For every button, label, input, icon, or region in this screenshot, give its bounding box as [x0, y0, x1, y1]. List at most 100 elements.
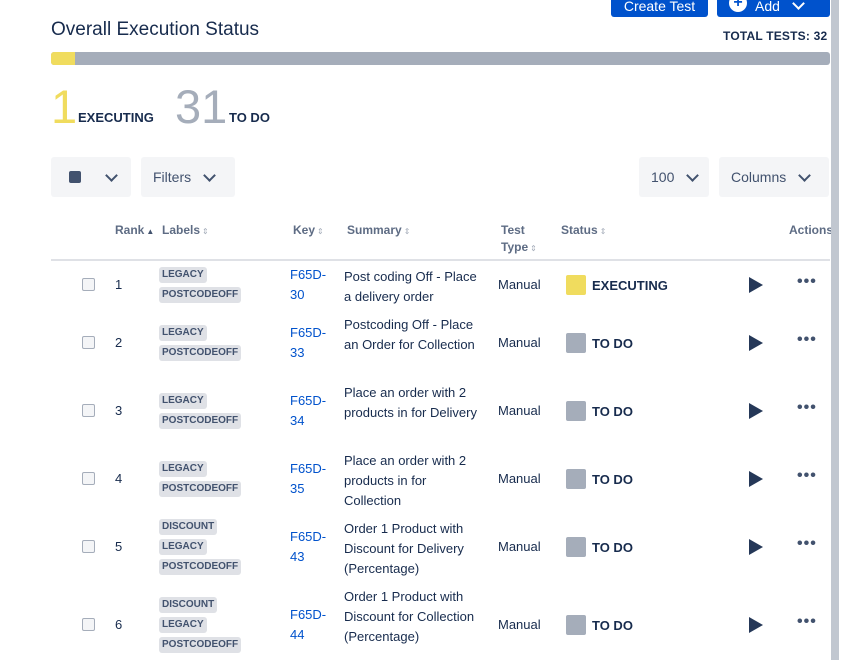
more-actions-icon[interactable]: •••: [797, 613, 817, 630]
rank-cell: 2: [115, 335, 123, 350]
column-header-labels[interactable]: Labels ⇕: [162, 222, 209, 240]
execute-play-icon[interactable]: [749, 617, 763, 633]
label-lozenge[interactable]: LEGACY: [159, 539, 207, 555]
status-label: TO DO: [592, 335, 633, 351]
executing-label: EXECUTING: [78, 110, 154, 125]
more-actions-icon[interactable]: •••: [797, 399, 817, 416]
execute-play-icon[interactable]: [749, 403, 763, 419]
label-lozenge[interactable]: POSTCODEOFF: [159, 559, 242, 575]
more-actions-icon[interactable]: •••: [797, 467, 817, 484]
status-label: TO DO: [592, 539, 633, 555]
filters-label: Filters: [153, 169, 192, 185]
create-test-button[interactable]: Create Test: [611, 0, 708, 17]
status-badge: TO DO: [566, 615, 633, 635]
summary-cell: Place an order with 2 products in for Co…: [344, 453, 467, 508]
test-type-cell: Manual: [498, 617, 541, 632]
todo-count: 31: [175, 80, 228, 133]
issue-key-link[interactable]: F65D- 33: [290, 323, 330, 363]
label-lozenge[interactable]: DISCOUNT: [159, 519, 218, 535]
status-swatch: [566, 401, 586, 421]
plus-icon: +: [729, 0, 747, 12]
issue-key-link[interactable]: F65D- 43: [290, 527, 330, 567]
status-label: TO DO: [592, 471, 633, 487]
sort-ascending-icon: ▲: [146, 227, 155, 236]
label-lozenge[interactable]: POSTCODEOFF: [159, 413, 242, 429]
actions-header-label: Actions: [789, 223, 834, 237]
status-badge: TO DO: [566, 333, 633, 353]
rank-header-label: Rank: [115, 223, 145, 237]
label-lozenge[interactable]: POSTCODEOFF: [159, 287, 242, 303]
summary-header-label: Summary: [347, 223, 402, 237]
issue-key-prefix: F65D-: [290, 267, 327, 282]
issue-key-link[interactable]: F65D- 34: [290, 391, 330, 431]
labels-cell: DISCOUNT LEGACY POSTCODEOFF: [159, 597, 242, 653]
column-header-key[interactable]: Key ⇕: [293, 222, 324, 240]
execute-play-icon[interactable]: [749, 539, 763, 555]
issue-key-link[interactable]: F65D- 44: [290, 605, 330, 645]
labels-cell: DISCOUNT LEGACY POSTCODEOFF: [159, 519, 242, 575]
column-header-rank[interactable]: Rank ▲: [115, 222, 154, 240]
chevron-down-icon: [798, 168, 812, 182]
test-type-header-label-2: Type: [501, 240, 529, 254]
label-lozenge[interactable]: LEGACY: [159, 325, 207, 341]
execute-play-icon[interactable]: [749, 277, 763, 293]
label-lozenge[interactable]: POSTCODEOFF: [159, 345, 242, 361]
status-swatch: [566, 615, 586, 635]
more-actions-icon[interactable]: •••: [797, 331, 817, 348]
column-header-summary[interactable]: Summary ⇕: [347, 222, 410, 240]
summary-cell: Order 1 Product with Discount for Collec…: [344, 589, 475, 644]
bulk-select-dropdown[interactable]: [51, 157, 131, 197]
label-lozenge[interactable]: LEGACY: [159, 267, 207, 283]
issue-key-number: 30: [290, 287, 305, 302]
more-actions-icon[interactable]: •••: [797, 273, 817, 290]
label-lozenge[interactable]: POSTCODEOFF: [159, 637, 242, 653]
row-checkbox[interactable]: [82, 336, 95, 349]
vertical-scrollbar[interactable]: [831, 0, 839, 660]
issue-key-link[interactable]: F65D- 35: [290, 459, 330, 499]
execution-progress-bar: [51, 52, 830, 65]
column-header-status[interactable]: Status ⇕: [561, 222, 606, 240]
issue-key-link[interactable]: F65D- 30: [290, 265, 330, 305]
key-header-label: Key: [293, 223, 316, 237]
row-checkbox[interactable]: [82, 404, 95, 417]
issue-key-prefix: F65D-: [290, 461, 327, 476]
label-lozenge[interactable]: POSTCODEOFF: [159, 481, 242, 497]
add-button[interactable]: + Add: [717, 0, 830, 17]
test-type-cell: Manual: [498, 335, 541, 350]
more-actions-icon[interactable]: •••: [797, 535, 817, 552]
label-lozenge[interactable]: LEGACY: [159, 393, 207, 409]
status-badge: EXECUTING: [566, 275, 668, 295]
status-label: TO DO: [592, 617, 633, 633]
label-lozenge[interactable]: LEGACY: [159, 617, 207, 633]
page-size-select[interactable]: 100: [639, 157, 709, 197]
execute-play-icon[interactable]: [749, 335, 763, 351]
status-badge: TO DO: [566, 537, 633, 557]
header-divider: [51, 259, 830, 261]
page-title: Overall Execution Status: [51, 19, 260, 40]
test-type-cell: Manual: [498, 403, 541, 418]
row-checkbox[interactable]: [82, 278, 95, 291]
row-checkbox[interactable]: [82, 618, 95, 631]
rank-cell: 3: [115, 403, 123, 418]
status-badge: TO DO: [566, 401, 633, 421]
issue-key-prefix: F65D-: [290, 325, 327, 340]
summary-cell: Order 1 Product with Discount for Delive…: [344, 521, 464, 576]
issue-key-prefix: F65D-: [290, 607, 327, 622]
chevron-down-icon: [792, 0, 805, 10]
label-lozenge[interactable]: LEGACY: [159, 461, 207, 477]
labels-cell: LEGACY POSTCODEOFF: [159, 325, 242, 361]
chevron-down-icon: [105, 168, 118, 182]
label-lozenge[interactable]: DISCOUNT: [159, 597, 218, 613]
column-header-test-type[interactable]: Test Type ⇕: [501, 222, 537, 257]
execute-play-icon[interactable]: [749, 471, 763, 487]
labels-cell: LEGACY POSTCODEOFF: [159, 461, 242, 497]
chevron-down-icon: [686, 168, 700, 182]
columns-button[interactable]: Columns: [719, 157, 829, 197]
sort-icon: ⇕: [599, 227, 607, 236]
filters-button[interactable]: Filters: [141, 157, 235, 197]
status-swatch: [566, 333, 586, 353]
row-checkbox[interactable]: [82, 472, 95, 485]
page-size-value: 100: [651, 169, 675, 185]
checkbox-square-icon: [69, 171, 81, 183]
row-checkbox[interactable]: [82, 540, 95, 553]
